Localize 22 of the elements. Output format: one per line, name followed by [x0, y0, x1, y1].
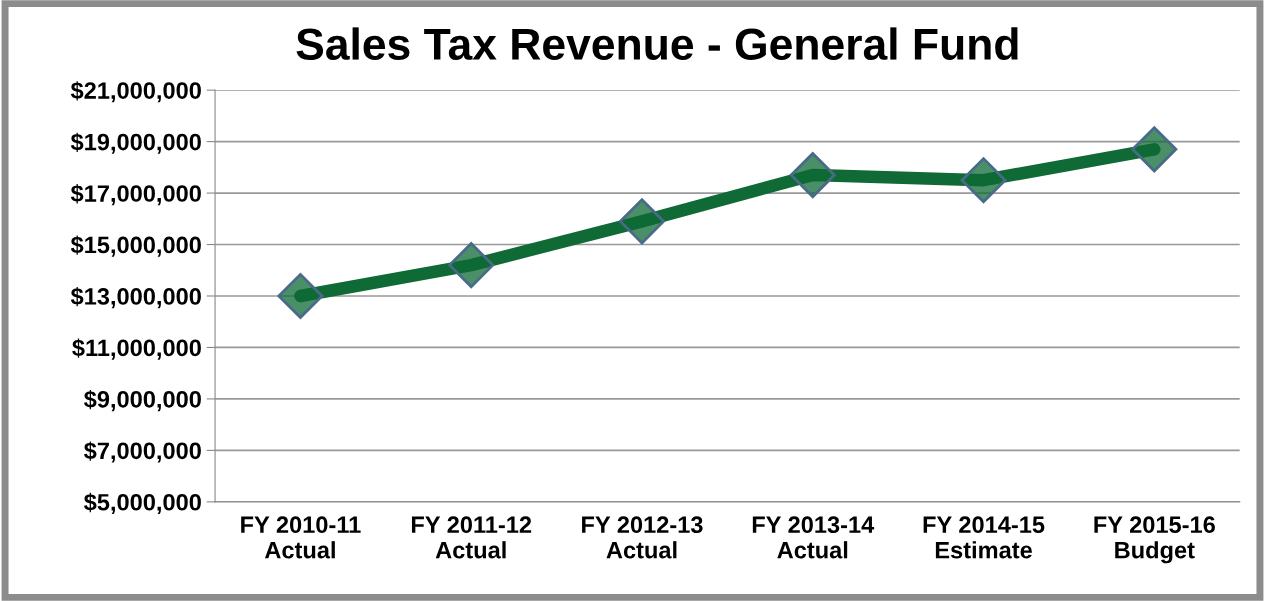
y-tick-label: $7,000,000: [84, 441, 201, 463]
chart-title: Sales Tax Revenue - General Fund: [296, 27, 1018, 61]
y-tick-label: $17,000,000: [70, 184, 201, 206]
x-tick-label: FY 2011-12 Actual: [411, 516, 532, 559]
point: [960, 157, 1007, 204]
point: [448, 242, 495, 289]
y-tick-label: $19,000,000: [70, 132, 201, 154]
point: [789, 152, 836, 199]
x-tick-label: FY 2013-14 Actual: [752, 516, 875, 559]
y-tick-label: $5,000,000: [84, 492, 201, 515]
y-tick-label: $15,000,000: [70, 235, 201, 257]
point: [1131, 126, 1178, 173]
x-tick-label: FY 2014-15 Estimate: [923, 516, 1045, 559]
x-tick-label: FY 2010-11 Actual: [241, 516, 361, 559]
x-tick-label: FY 2015-16 Budget: [1094, 516, 1215, 564]
y-tick-label: $9,000,000: [84, 389, 201, 412]
y-tick-label: $13,000,000: [70, 287, 201, 309]
y-tick-label: $21,000,000: [70, 81, 201, 103]
y-tick-label: $11,000,000: [72, 338, 201, 360]
x-tick-label: FY 2012-13 Actual: [582, 516, 703, 559]
point: [618, 198, 665, 245]
point: [277, 273, 324, 319]
